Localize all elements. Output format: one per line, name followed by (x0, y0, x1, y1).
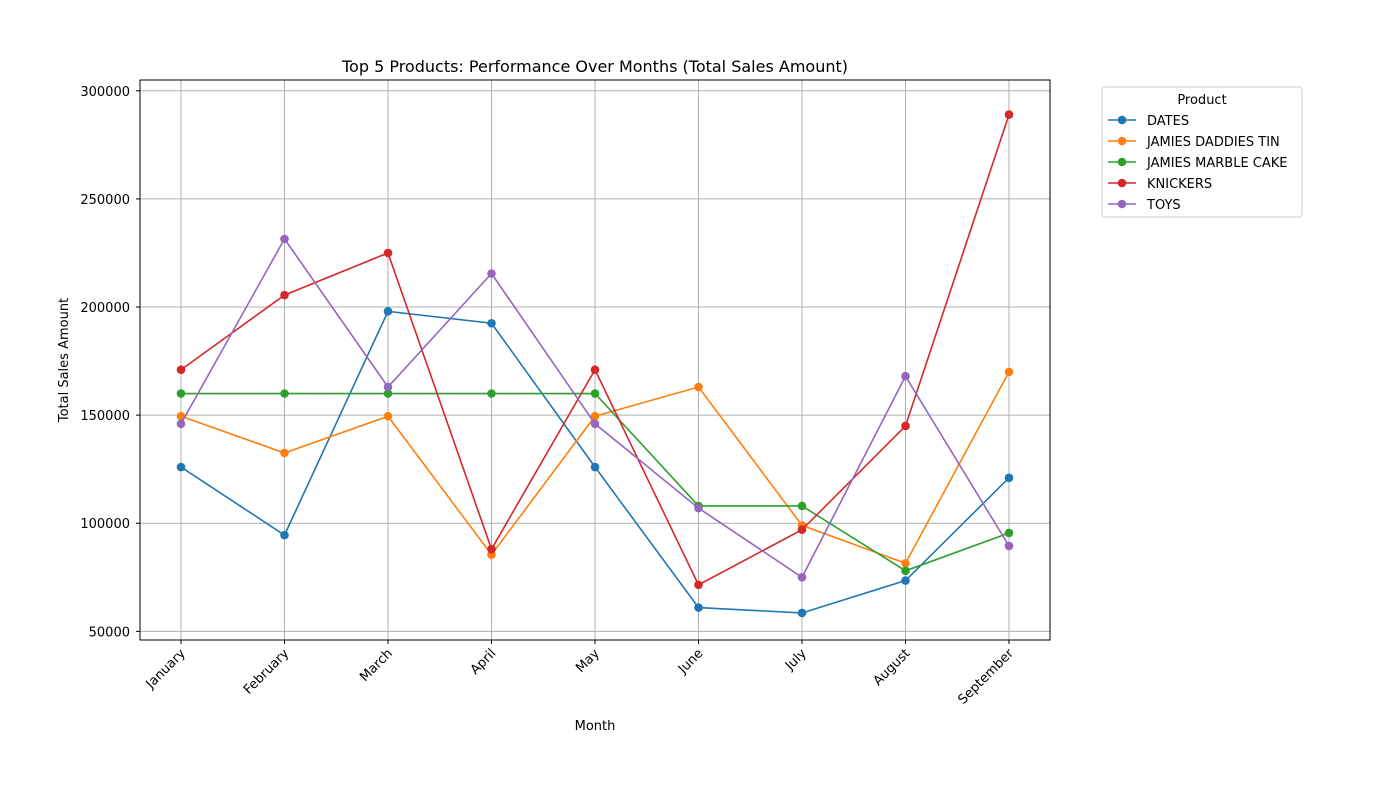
data-point (383, 248, 393, 258)
data-point (1004, 528, 1014, 538)
data-point (694, 580, 703, 590)
y-tick-label: 150000 (80, 409, 130, 424)
data-point (176, 365, 186, 375)
legend: Product DATES JAMIES DADDIES TIN JAMIES MAR… (1101, 86, 1303, 218)
data-point (383, 389, 393, 398)
data-point (280, 290, 289, 300)
data-point (176, 389, 186, 398)
legend-item: JAMIES DADDIES TIN (1108, 135, 1280, 150)
data-point (487, 544, 496, 554)
data-point (694, 603, 703, 612)
data-point (1004, 110, 1014, 119)
data-point (383, 382, 393, 392)
data-point (383, 307, 393, 316)
data-point (487, 269, 496, 278)
data-point (797, 501, 807, 511)
data-point (901, 566, 910, 576)
legend-label: TOYS (1146, 198, 1181, 213)
legend-item: TOYS (1108, 198, 1181, 213)
data-point (280, 530, 289, 540)
data-point (383, 411, 393, 421)
data-point (1004, 473, 1014, 483)
data-point (280, 389, 289, 398)
x-axis-label: Month (575, 719, 616, 734)
data-point (590, 411, 600, 421)
y-tick-label: 200000 (80, 301, 130, 316)
series-dates (176, 307, 1014, 618)
legend-title: Product (1177, 93, 1226, 108)
data-point (590, 419, 600, 429)
data-point (487, 318, 496, 328)
chart-title: Top 5 Products: Performance Over Months … (341, 57, 848, 76)
legend-swatch-marker (1117, 136, 1127, 146)
data-point (176, 419, 186, 429)
data-point (694, 503, 703, 513)
data-point (1004, 367, 1014, 377)
legend-swatch-marker (1117, 157, 1127, 167)
data-point (590, 365, 600, 375)
legend-label: KNICKERS (1147, 177, 1212, 192)
legend-box (1101, 86, 1303, 218)
legend-swatch-marker (1117, 199, 1127, 209)
y-tick-label: 250000 (80, 193, 130, 208)
legend-swatch-marker (1117, 178, 1127, 188)
data-point (901, 558, 910, 568)
legend-item: KNICKERS (1108, 177, 1212, 192)
data-point (280, 448, 289, 458)
y-tick-label: 100000 (80, 517, 130, 532)
series-knickers (176, 110, 1014, 590)
data-point (590, 462, 600, 472)
y-tick-label: 300000 (80, 85, 130, 100)
legend-label: DATES (1147, 114, 1189, 129)
legend-label: JAMIES MARBLE CAKE (1146, 156, 1288, 171)
y-axis-label: Total Sales Amount (57, 298, 72, 423)
data-point (1004, 541, 1014, 551)
data-point (590, 389, 600, 398)
legend-item: DATES (1108, 114, 1189, 129)
legend-swatch-marker (1117, 115, 1127, 125)
data-point (694, 382, 703, 392)
data-point (487, 389, 496, 398)
data-point (280, 234, 289, 244)
data-point (901, 421, 910, 431)
data-point (901, 371, 910, 381)
series-layer (176, 110, 1014, 618)
data-point (797, 525, 807, 535)
y-tick-label: 50000 (89, 625, 130, 640)
data-point (176, 462, 186, 472)
data-point (797, 572, 807, 582)
legend-label: JAMIES DADDIES TIN (1146, 135, 1280, 150)
legend-item: JAMIES MARBLE CAKE (1108, 156, 1288, 171)
data-point (797, 608, 807, 618)
grid-layer (140, 80, 1050, 640)
series-toys (176, 234, 1014, 582)
data-point (901, 576, 910, 585)
